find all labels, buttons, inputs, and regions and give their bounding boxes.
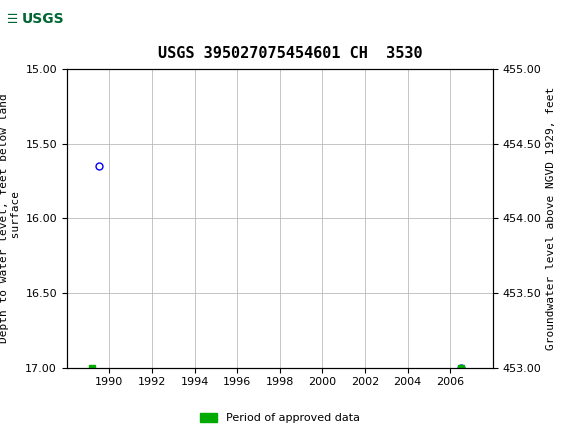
Y-axis label: Depth to water level, feet below land
 surface: Depth to water level, feet below land su… [0, 93, 21, 343]
Bar [3, 3, 84, 36]
Y-axis label: Groundwater level above NGVD 1929, feet: Groundwater level above NGVD 1929, feet [546, 86, 556, 350]
Text: USGS: USGS [22, 12, 65, 26]
Text: USGS 395027075454601 CH  3530: USGS 395027075454601 CH 3530 [158, 46, 422, 61]
Legend: Period of approved data: Period of approved data [195, 409, 364, 428]
Text: ☰: ☰ [7, 13, 19, 26]
